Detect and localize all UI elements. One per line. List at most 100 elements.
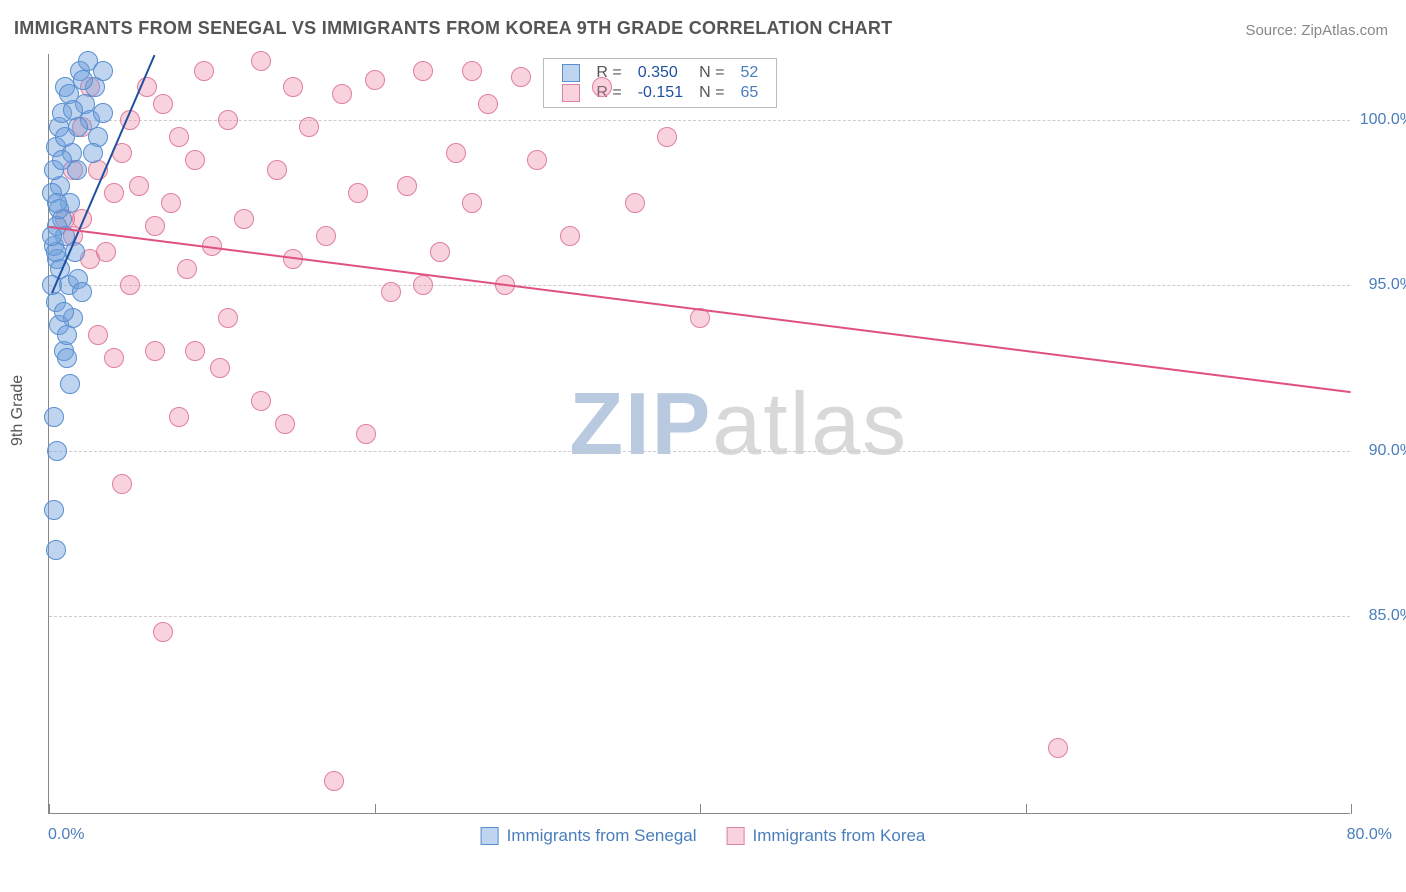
legend-stat-row: R =-0.151N =65: [554, 83, 766, 103]
data-point: [88, 325, 108, 345]
data-point: [153, 94, 173, 114]
data-point: [560, 226, 580, 246]
data-point: [112, 474, 132, 494]
data-point: [145, 341, 165, 361]
data-point: [462, 61, 482, 81]
data-point: [46, 540, 66, 560]
gridline: [49, 616, 1350, 617]
data-point: [218, 308, 238, 328]
data-point: [462, 193, 482, 213]
gridline: [49, 285, 1350, 286]
data-point: [657, 127, 677, 147]
data-point: [129, 176, 149, 196]
y-tick-label: 100.0%: [1354, 111, 1406, 129]
data-point: [511, 67, 531, 87]
legend-swatch: [562, 84, 580, 102]
y-tick-label: 90.0%: [1354, 442, 1406, 460]
data-point: [365, 70, 385, 90]
y-axis-label: 9th Grade: [9, 375, 27, 446]
data-point: [413, 275, 433, 295]
series-legend: Immigrants from Senegal Immigrants from K…: [481, 826, 926, 846]
chart-title: IMMIGRANTS FROM SENEGAL VS IMMIGRANTS FR…: [14, 18, 892, 39]
data-point: [413, 61, 433, 81]
data-point: [185, 150, 205, 170]
legend-swatch: [481, 827, 499, 845]
data-point: [52, 150, 72, 170]
data-point: [446, 143, 466, 163]
data-point: [324, 771, 344, 791]
data-point: [47, 193, 67, 213]
data-point: [527, 150, 547, 170]
data-point: [332, 84, 352, 104]
data-point: [283, 77, 303, 97]
data-point: [275, 414, 295, 434]
legend-swatch: [562, 64, 580, 82]
data-point: [356, 424, 376, 444]
x-max-label: 80.0%: [1347, 826, 1392, 844]
data-point: [68, 117, 88, 137]
data-point: [592, 77, 612, 97]
data-point: [104, 348, 124, 368]
data-point: [267, 160, 287, 180]
data-point: [194, 61, 214, 81]
data-point: [234, 209, 254, 229]
data-point: [381, 282, 401, 302]
trend-line: [49, 226, 1351, 393]
data-point: [185, 341, 205, 361]
legend-item: Immigrants from Senegal: [481, 826, 697, 846]
data-point: [177, 259, 197, 279]
data-point: [120, 275, 140, 295]
data-point: [153, 622, 173, 642]
legend-swatch: [727, 827, 745, 845]
scatter-plot: ZIPatlas R =0.350N =52R =-0.151N =65 85.…: [48, 54, 1350, 814]
correlation-legend: R =0.350N =52R =-0.151N =65: [543, 58, 777, 108]
data-point: [169, 127, 189, 147]
data-point: [57, 325, 77, 345]
gridline: [49, 120, 1350, 121]
data-point: [161, 193, 181, 213]
data-point: [218, 110, 238, 130]
data-point: [251, 391, 271, 411]
data-point: [1048, 738, 1068, 758]
data-point: [430, 242, 450, 262]
source-attribution: Source: ZipAtlas.com: [1245, 22, 1388, 39]
data-point: [44, 407, 64, 427]
x-tick: [1026, 804, 1027, 814]
data-point: [57, 348, 77, 368]
data-point: [83, 143, 103, 163]
data-point: [397, 176, 417, 196]
data-point: [625, 193, 645, 213]
data-point: [44, 500, 64, 520]
x-tick: [375, 804, 376, 814]
legend-label: Immigrants from Senegal: [507, 826, 697, 846]
legend-item: Immigrants from Korea: [727, 826, 926, 846]
data-point: [145, 216, 165, 236]
data-point: [54, 302, 74, 322]
x-tick: [49, 804, 50, 814]
y-tick-label: 85.0%: [1354, 607, 1406, 625]
data-point: [47, 441, 67, 461]
watermark-zip: ZIP: [569, 374, 712, 473]
data-point: [60, 374, 80, 394]
x-min-label: 0.0%: [48, 826, 84, 844]
y-tick-label: 95.0%: [1354, 276, 1406, 294]
data-point: [210, 358, 230, 378]
watermark: ZIPatlas: [569, 373, 908, 475]
x-tick: [700, 804, 701, 814]
legend-stat-row: R =0.350N =52: [554, 63, 766, 83]
data-point: [93, 61, 113, 81]
data-point: [316, 226, 336, 246]
legend-label: Immigrants from Korea: [753, 826, 926, 846]
data-point: [478, 94, 498, 114]
data-point: [169, 407, 189, 427]
data-point: [96, 242, 116, 262]
data-point: [104, 183, 124, 203]
data-point: [251, 51, 271, 71]
x-tick: [1351, 804, 1352, 814]
data-point: [299, 117, 319, 137]
data-point: [72, 282, 92, 302]
data-point: [73, 70, 93, 90]
data-point: [348, 183, 368, 203]
watermark-atlas: atlas: [712, 374, 908, 473]
data-point: [93, 103, 113, 123]
